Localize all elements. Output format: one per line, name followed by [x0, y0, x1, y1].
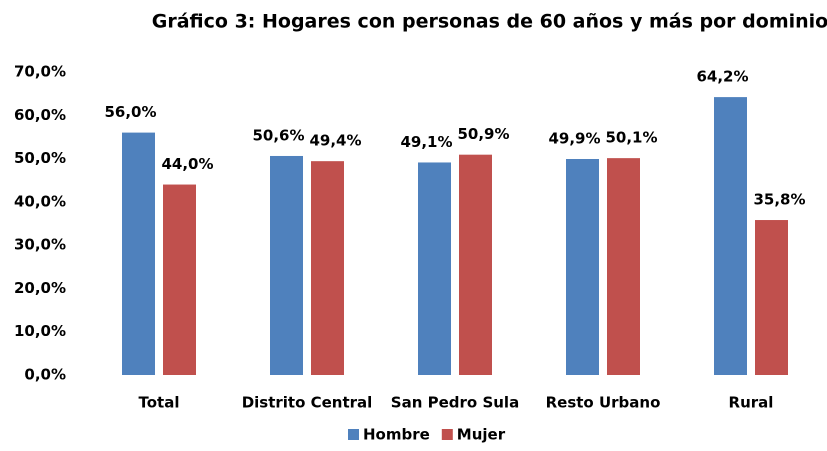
data-label: 35,8% [753, 191, 805, 209]
x-tick-label: Total [139, 394, 180, 412]
chart-title: Gráfico 3: Hogares con personas de 60 añ… [152, 11, 827, 33]
data-label: 56,0% [104, 103, 156, 121]
legend-swatch [348, 429, 359, 440]
y-tick-label: 0,0% [24, 366, 66, 384]
x-tick-label: Distrito Central [242, 394, 373, 412]
bar [755, 220, 788, 375]
legend-label: Hombre [363, 426, 430, 444]
data-label: 49,9% [548, 130, 600, 148]
y-tick-label: 70,0% [14, 63, 66, 81]
y-tick-label: 10,0% [14, 322, 66, 340]
y-tick-label: 40,0% [14, 192, 66, 210]
bar [122, 132, 155, 375]
bar [418, 162, 451, 375]
bar [163, 184, 196, 375]
x-tick-label: Resto Urbano [546, 394, 661, 412]
data-label: 50,1% [605, 129, 657, 147]
y-tick-label: 50,0% [14, 149, 66, 167]
y-tick-label: 30,0% [14, 236, 66, 254]
data-label: 50,9% [457, 125, 509, 143]
bar [714, 97, 747, 375]
data-label: 50,6% [252, 126, 304, 144]
bar [270, 155, 303, 375]
data-label: 49,4% [309, 132, 361, 150]
y-tick-label: 20,0% [14, 279, 66, 297]
x-tick-label: Rural [729, 394, 774, 412]
y-tick-label: 60,0% [14, 106, 66, 124]
bar [459, 154, 492, 375]
bar [566, 159, 599, 375]
legend-swatch [441, 429, 453, 440]
x-tick-label: San Pedro Sula [391, 394, 519, 412]
legend-label: Mujer [457, 426, 506, 444]
data-label: 64,2% [696, 68, 748, 86]
data-label: 49,1% [400, 133, 452, 151]
data-label: 44,0% [161, 155, 213, 173]
bar [607, 158, 640, 375]
bar [311, 161, 344, 375]
